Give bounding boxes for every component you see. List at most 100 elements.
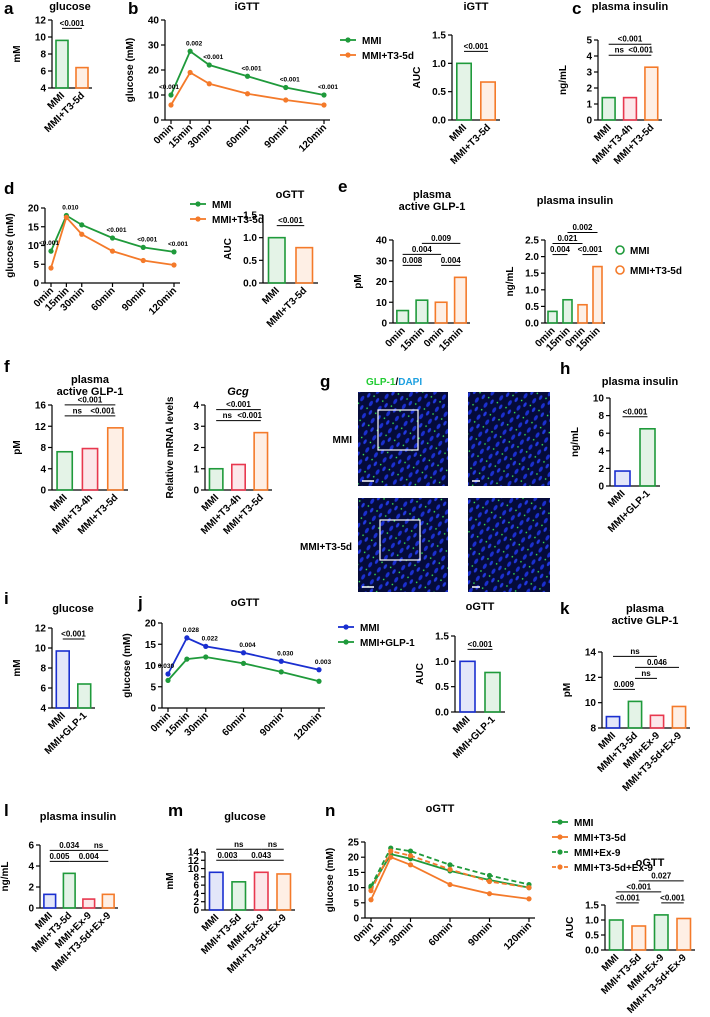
panel-letter: g	[320, 372, 330, 391]
y-tick-label: 0	[353, 914, 359, 925]
significance-label: ns	[268, 840, 278, 849]
panel-letter: j	[137, 593, 143, 612]
y-tick-label: 8	[598, 411, 604, 422]
y-tick-label: 5	[353, 898, 359, 909]
y-axis-label: ng/mL	[505, 267, 516, 297]
p-value-label: <0.001	[203, 54, 223, 61]
bar	[106, 427, 124, 491]
y-tick-label: 12	[35, 422, 47, 433]
x-tick-label: MMI	[260, 285, 282, 307]
bar	[253, 431, 269, 491]
significance-label: 0.021	[557, 234, 578, 243]
y-tick-label: 25	[348, 838, 360, 849]
y-tick-label: 5	[586, 36, 592, 47]
legend-marker	[343, 639, 349, 645]
y-tick-label: 1.5	[432, 31, 446, 42]
legend-label: MMI	[360, 623, 380, 634]
y-tick-label: 4	[40, 84, 46, 95]
series-point	[48, 248, 54, 254]
y-axis-label: AUC	[415, 663, 426, 685]
y-tick-label: 40	[148, 16, 160, 27]
y-tick-label: 4	[40, 464, 46, 475]
series-point	[278, 669, 284, 675]
y-tick-label: 8	[40, 443, 46, 454]
bar	[614, 470, 631, 487]
y-tick-label: 10	[28, 241, 40, 252]
bar	[601, 96, 616, 121]
p-value-label: <0.001	[159, 84, 179, 91]
significance-label: 0.004	[412, 245, 433, 254]
bar	[81, 447, 99, 491]
y-tick-label: 0	[33, 279, 39, 290]
y-tick-label: 1.0	[432, 59, 446, 70]
y-tick-label: 1	[586, 100, 592, 111]
bar	[415, 299, 429, 324]
p-value-label: <0.001	[106, 227, 126, 234]
bar	[547, 310, 558, 324]
y-tick-label: 1.5	[435, 632, 449, 643]
y-axis-label: ng/mL	[558, 65, 569, 95]
y-tick-label: 1.5	[585, 901, 599, 912]
significance-label: <0.001	[237, 411, 262, 420]
legend-marker	[343, 624, 349, 630]
series-point	[109, 235, 116, 241]
panel-letter: i	[4, 589, 9, 608]
y-tick-label: 40	[376, 236, 388, 247]
bar	[231, 881, 247, 911]
bar	[484, 671, 501, 713]
y-tick-label: 8	[40, 50, 46, 61]
significance-label: ns	[223, 411, 233, 420]
series-point	[407, 853, 414, 859]
series-point	[486, 878, 493, 885]
chart-title: plasma	[71, 374, 110, 386]
series-point	[109, 248, 116, 254]
series-point	[168, 92, 174, 98]
x-tick-label: 60min	[224, 122, 252, 150]
significance-label: <0.001	[623, 407, 648, 416]
series-point	[168, 102, 174, 108]
row-label: MMI	[333, 435, 353, 446]
legend-label: MMI+T3-5d+Ex-9	[574, 863, 653, 874]
y-tick-label: 20	[148, 66, 160, 77]
bar	[455, 62, 472, 121]
y-tick-label: 0.0	[525, 319, 539, 330]
series-line	[50, 214, 175, 253]
y-tick-label: 3	[193, 422, 199, 433]
y-tick-label: 8	[40, 664, 46, 675]
panel-letter: m	[168, 801, 183, 820]
y-tick-label: 6	[598, 429, 604, 440]
chart: l plasma insulinng/mL0246MMIMMI+T3-5dMMI+…	[0, 801, 118, 974]
significance-label: <0.001	[628, 46, 653, 55]
series-point	[171, 262, 177, 268]
x-tick-label: 120min	[502, 920, 534, 952]
y-tick-label: 0.5	[432, 87, 446, 98]
significance-label: 0.002	[572, 223, 593, 232]
y-tick-label: 1.0	[525, 285, 539, 296]
legend-marker	[345, 37, 351, 43]
y-tick-label: 3	[586, 68, 592, 79]
p-value-label: 0.028	[183, 627, 200, 634]
chart: c plasma insulinng/mL012345MMIMMI+T3-4hMM…	[558, 0, 668, 167]
x-tick-label: 90min	[263, 122, 291, 150]
y-tick-label: 14	[188, 848, 200, 859]
legend-marker	[345, 52, 351, 58]
series-point	[203, 654, 209, 660]
chart-title: oGTT	[276, 189, 305, 201]
y-tick-label: 6	[40, 67, 46, 78]
chart-title: plasma	[413, 189, 452, 201]
x-tick-label: 60min	[427, 920, 455, 948]
y-tick-label: 8	[193, 872, 199, 883]
bar	[608, 919, 624, 951]
stain-legend: GLP-1/DAPI	[366, 377, 422, 388]
x-tick-label: 60min	[89, 285, 117, 313]
y-tick-label: 0	[28, 904, 34, 915]
bar	[82, 898, 96, 909]
y-tick-label: 4	[28, 862, 34, 873]
bar	[459, 660, 476, 713]
y-tick-label: 12	[585, 673, 597, 684]
y-tick-label: 12	[35, 16, 47, 27]
